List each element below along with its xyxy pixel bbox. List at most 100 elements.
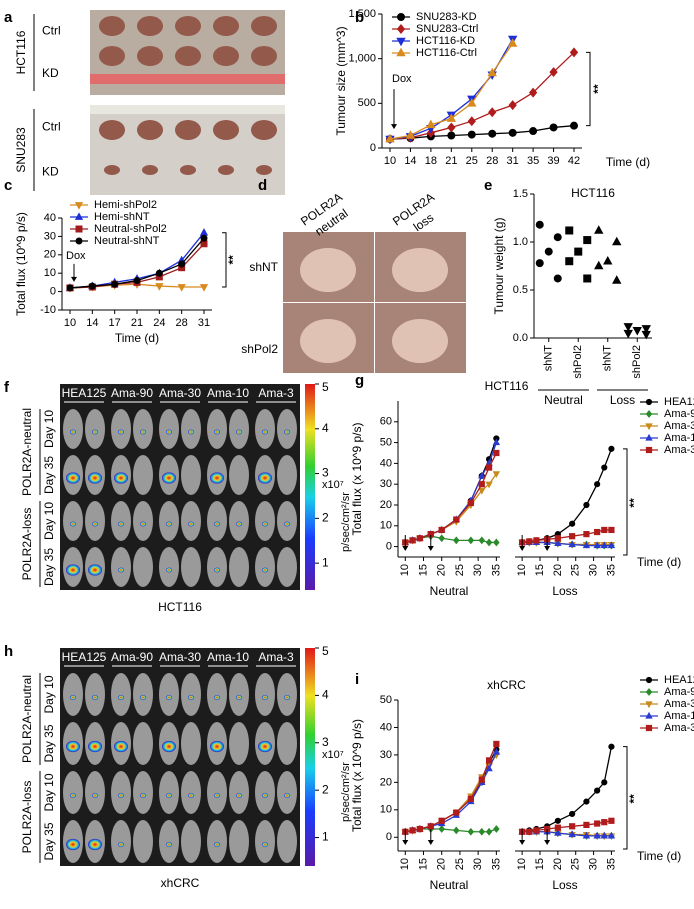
marker [426,119,436,129]
mouse [63,673,83,716]
marker [438,825,445,833]
x-axis-label: Neutral [430,878,469,892]
marker [74,202,84,210]
marker [600,831,608,839]
x-tick-label: 20 [552,858,564,870]
colorbar-tick-label: 3 [322,466,329,480]
mouse [277,771,297,814]
x-tick-label: 25 [570,564,582,576]
marker [478,536,486,545]
y-tick-label: 10 [380,804,392,816]
x-tick-label: 15 [534,564,546,576]
marker [178,260,186,268]
marker [508,100,517,111]
photo [90,105,285,195]
time-label: Time (d) [637,849,681,863]
tumour [104,165,120,175]
marker [554,539,562,547]
y-tick-label: 20 [44,249,56,261]
marker [583,236,592,245]
mouse [181,673,201,716]
signal [118,842,124,847]
row-label: Ctrl [42,23,61,37]
marker [478,487,486,495]
marker [533,537,540,544]
x-tick-label: 20 [552,564,564,576]
x-tick-label: 15 [417,858,429,870]
signal [166,567,172,573]
marker [493,449,500,457]
legend-label: Ama-10 [664,710,694,722]
colorbar-unit: p/sec/cm²/sr [340,762,352,822]
signal [210,740,224,753]
mouse [133,501,153,541]
group-label: POLR2A-neutral [20,408,34,496]
series-line [405,749,497,833]
signal [214,695,220,700]
marker [569,520,576,527]
significance: ** [591,84,605,94]
x-tick-label: 10 [516,564,528,576]
mouse [207,771,227,814]
panel-letter: d [258,177,267,194]
y-tick-label: 20 [380,499,392,511]
signal [236,429,242,435]
x-axis-label: Neutral [430,584,469,598]
mouse [85,501,105,541]
colorbar [305,648,315,866]
colorbar-tick-label: 3 [322,735,329,749]
marker [569,47,579,58]
y-tick-label: 1.0 [513,236,528,248]
marker [485,757,493,764]
y-axis-label: Total flux (10^9 p/s) [14,212,28,316]
marker [133,277,141,285]
marker [488,107,497,118]
mouse [133,771,153,814]
chart-title: HCT116 [571,186,615,200]
marker [485,827,493,836]
marker [526,538,533,545]
marker [582,831,591,839]
signal [262,695,268,700]
tissue [392,319,448,363]
mouse [159,547,179,587]
panel-letter: a [4,9,13,26]
marker [200,234,208,242]
marker [645,688,653,696]
tumour [251,16,277,36]
marker [608,526,615,534]
legend-label: Ama-30 [664,420,694,432]
significance-bracket [623,746,628,850]
signal [284,521,290,527]
tissue [392,248,448,292]
caption: xhCRC [161,876,200,890]
y-tick-label: -10 [40,304,56,316]
x-tick-label: 17 [109,317,121,329]
marker [582,541,591,549]
arrow-head [519,546,526,551]
tissue [300,248,356,292]
mouse [111,547,131,587]
colorbar-tick-label: 5 [322,380,329,394]
y-axis-label: Tumour size (mm^3) [334,26,348,135]
marker [554,828,562,836]
signal [140,695,146,700]
marker [553,233,562,242]
marker [75,225,83,233]
tumour [175,16,201,36]
marker [485,464,493,471]
signal [210,472,224,484]
mouse [255,501,275,541]
y-tick-label: 40 [44,212,56,224]
panel-letter: i [355,671,359,688]
signal [92,695,98,700]
mouse [111,673,131,716]
marker [612,275,622,284]
mouse [111,501,131,541]
signal [166,695,172,700]
signal [92,429,98,435]
column-label: Ama-10 [207,650,249,664]
signal [284,695,290,700]
marker [385,133,395,143]
marker [608,817,615,824]
